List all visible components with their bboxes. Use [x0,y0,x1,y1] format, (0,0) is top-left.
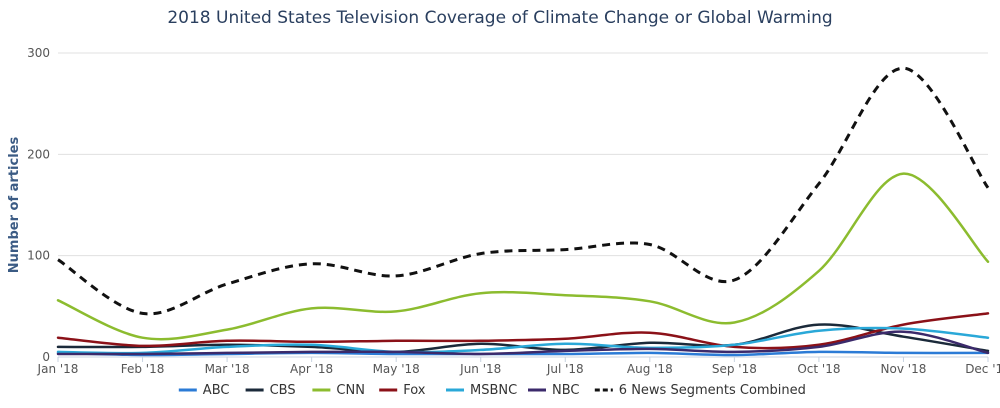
x-tick-label: Jun '18 [459,362,501,376]
x-tick-label: Jan '18 [37,362,79,376]
x-tick-label: Nov '18 [881,362,927,376]
gridlines [58,52,988,358]
x-tick-label: May '18 [373,362,420,376]
legend: ABC CBS CNN Fox MSBNC NBC 6 News Segments Comb… [178,383,806,398]
x-axis-ticks: Jan '18 Feb '18 Mar '18 Apr '18 May '18 Jun '… [37,357,1000,376]
y-tick-label: 200 [27,147,50,161]
series-line-6-news-segments-combined [57,66,990,316]
legend-item-label[interactable]: NBC [552,383,580,398]
chart-title: 2018 United States Television Coverage o… [167,8,832,28]
x-tick-label: Jul '18 [546,362,584,376]
x-tick-label: Sep '18 [712,362,757,376]
y-axis-ticks: 0 100 200 300 [27,46,50,364]
y-axis-label: Number of articles [7,137,22,274]
series-line-fox [56,312,990,350]
legend-item-label[interactable]: CNN [336,383,365,398]
series-line-cnn [56,172,990,341]
x-tick-label: Feb '18 [121,362,165,376]
y-tick-label: 100 [27,249,50,263]
x-tick-label: Dec '18 [965,362,1000,376]
legend-item-label[interactable]: 6 News Segments Combined [619,383,806,398]
x-tick-label: Oct '18 [797,362,840,376]
legend-item-label[interactable]: MSBNC [470,383,517,398]
legend-item-label[interactable]: CBS [270,383,296,398]
y-tick-label: 300 [27,46,50,60]
x-tick-label: Apr '18 [290,362,333,376]
legend-item-label[interactable]: ABC [203,383,230,398]
x-tick-label: Mar '18 [205,362,250,376]
legend-item-label[interactable]: Fox [403,383,426,398]
series-line-nbc [56,330,990,356]
series-lines [56,66,990,357]
y-tick-label: 0 [42,350,50,364]
x-tick-label: Aug '18 [627,362,673,376]
series-line-msbnc [56,326,990,355]
